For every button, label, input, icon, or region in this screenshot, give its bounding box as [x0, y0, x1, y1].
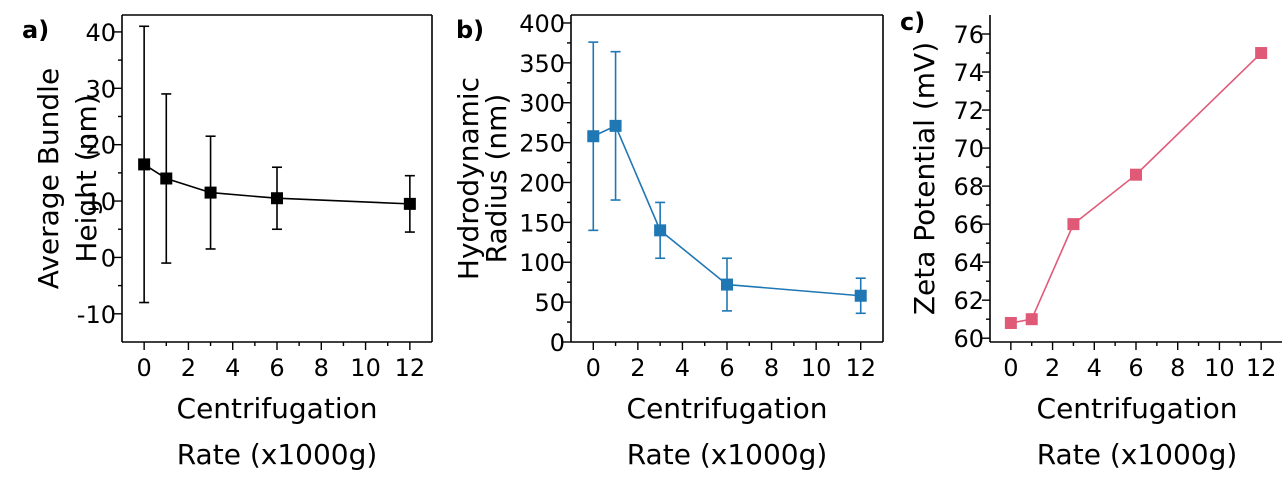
x-tick-label: 4	[225, 354, 240, 382]
data-point-marker	[403, 197, 416, 210]
x-axis-title: Centrifugation	[177, 392, 378, 425]
x-tick-label: 4	[1087, 354, 1102, 382]
y-tick-label: 350	[519, 50, 565, 78]
x-tick-label: 2	[181, 354, 196, 382]
x-tick-label: 6	[269, 354, 284, 382]
x-tick-label: 12	[395, 354, 426, 382]
y-tick-label: 40	[85, 19, 116, 47]
panel-label: c)	[900, 8, 925, 36]
x-tick-label: 8	[1170, 354, 1185, 382]
y-tick-label: 76	[953, 21, 984, 49]
x-tick-label: 2	[630, 354, 645, 382]
y-tick-label: 66	[953, 211, 984, 239]
data-point-marker	[138, 158, 151, 171]
y-tick-label: 62	[953, 287, 984, 315]
y-axis-title: Radius (nm)	[480, 94, 513, 264]
y-tick-label: 250	[519, 130, 565, 158]
data-point-marker	[1130, 168, 1142, 181]
x-axis-title: Rate (x1000g)	[1037, 438, 1238, 471]
data-point-marker	[721, 278, 733, 291]
y-axis-title: Height (nm)	[70, 94, 103, 262]
x-tick-label: 12	[845, 354, 876, 382]
y-tick-label: 50	[534, 289, 565, 317]
y-tick-label: 300	[519, 90, 565, 118]
data-point-marker	[654, 224, 667, 237]
y-axis-title: Hydrodynamic	[452, 77, 485, 280]
x-axis-title: Rate (x1000g)	[177, 438, 378, 471]
x-tick-label: 6	[1128, 354, 1143, 382]
series-line	[1010, 52, 1262, 324]
panel-label: a)	[22, 16, 49, 44]
x-tick-label: 0	[137, 354, 152, 382]
y-tick-label: 64	[953, 249, 984, 277]
data-point-marker	[1025, 313, 1038, 326]
x-tick-label: 10	[350, 354, 381, 382]
x-tick-label: 8	[314, 354, 329, 382]
y-tick-label: 72	[953, 97, 984, 125]
x-axis-title: Rate (x1000g)	[627, 438, 828, 471]
data-point-marker	[1067, 218, 1080, 231]
y-tick-label: 60	[953, 325, 984, 353]
x-tick-label: 8	[764, 354, 779, 382]
x-tick-label: 0	[1003, 354, 1018, 382]
data-point-marker	[609, 119, 622, 132]
y-tick-label: 30	[85, 75, 116, 103]
data-point-marker	[271, 192, 283, 205]
data-point-marker	[160, 172, 173, 185]
y-tick-label: -10	[77, 301, 116, 329]
y-tick-label: 400	[519, 10, 565, 38]
y-tick-label: 70	[953, 135, 984, 163]
x-tick-label: 4	[675, 354, 690, 382]
data-point-marker	[204, 186, 217, 199]
data-point-marker	[1004, 316, 1017, 329]
y-tick-label: 200	[519, 169, 565, 197]
y-tick-label: 10	[85, 188, 116, 216]
y-tick-label: 68	[953, 173, 984, 201]
y-axis-title: Zeta Potential (mV)	[908, 42, 941, 315]
x-tick-label: 6	[719, 354, 734, 382]
x-axis-title: Centrifugation	[627, 392, 828, 425]
panel-label: b)	[456, 16, 484, 44]
x-tick-label: 0	[586, 354, 601, 382]
chart-panel-1: -10 0 10 20 30 40 0 2 4 6 8 10 12 a) Average Bundle Hei…	[22, 14, 433, 471]
y-tick-label: 0	[101, 244, 116, 272]
y-tick-label: 20	[85, 132, 116, 160]
x-tick-label: 2	[1045, 354, 1060, 382]
x-tick-label: 10	[1204, 354, 1235, 382]
x-tick-label: 12	[1246, 354, 1277, 382]
x-axis-title: Centrifugation	[1037, 392, 1238, 425]
data-point-marker	[854, 289, 867, 302]
y-axis-title: Average Bundle	[32, 68, 65, 289]
x-tick-label: 10	[801, 354, 832, 382]
y-tick-label: 0	[550, 329, 565, 357]
chart-panel-2: 0 50 100 150 200 250 300 350 400 0 2 4 6 8 10 12 b) Hydro…	[452, 10, 884, 471]
y-tick-label: 150	[519, 209, 565, 237]
y-tick-label: 100	[519, 249, 565, 277]
y-tick-label: 74	[953, 59, 984, 87]
data-point-marker	[1255, 47, 1268, 60]
data-point-marker	[587, 130, 600, 143]
